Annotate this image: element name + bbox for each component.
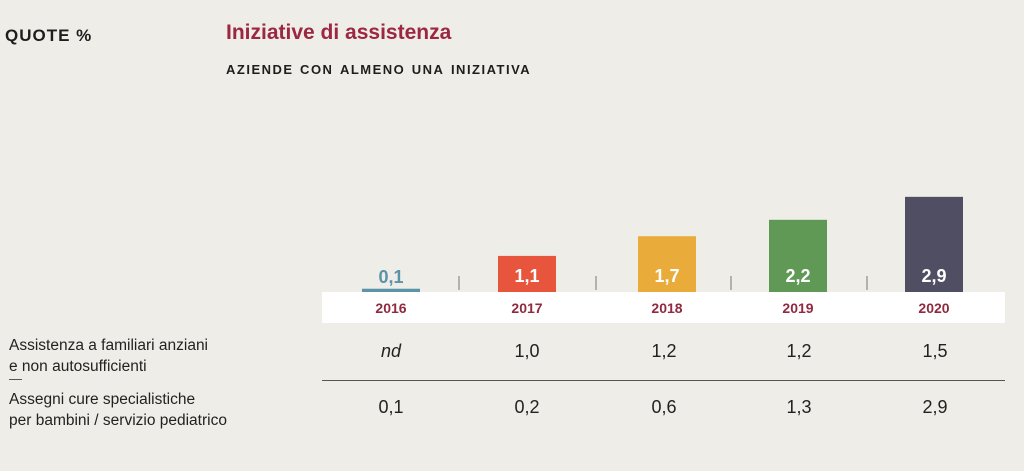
bar-value-label: 2,2	[785, 266, 810, 286]
row-label-line: e non autosufficienti	[9, 358, 147, 375]
row-label-assegni: Assegni cure specialistiche per bambini …	[9, 389, 227, 431]
row-label-line: Assistenza a familiari anziani	[9, 337, 209, 354]
table-cell: 0,6	[651, 397, 677, 417]
year-label: 2017	[511, 300, 542, 316]
year-label: 2018	[651, 300, 682, 316]
bar-2018	[638, 236, 696, 292]
bar-2017	[498, 255, 556, 292]
row-divider	[322, 380, 1005, 381]
table-cell: 0,2	[514, 397, 540, 417]
table-cell: 1,5	[922, 341, 948, 361]
year-label: 2020	[918, 300, 949, 316]
row-label-line: Assegni cure specialistiche	[9, 391, 196, 408]
bar-2019	[769, 219, 827, 292]
year-label: 2019	[782, 300, 813, 316]
bar-value-label: 1,1	[514, 266, 539, 286]
table-cell: 2,9	[922, 397, 948, 417]
row-separator-dash	[9, 379, 22, 380]
bar-2020	[905, 196, 963, 292]
bar-value-label: 1,7	[654, 266, 679, 286]
year-band	[322, 292, 1005, 323]
row-label-line: per bambini / servizio pediatrico	[9, 412, 227, 429]
table-cell: nd	[380, 341, 402, 361]
table-cell: 1,0	[514, 341, 540, 361]
table-cell: 1,3	[786, 397, 812, 417]
chart-title: Iniziative di assistenza	[226, 21, 452, 44]
row-label-assistenza: Assistenza a familiari anziani e non aut…	[9, 335, 208, 377]
table-cell: 1,2	[651, 341, 677, 361]
table-cell: 1,2	[786, 341, 812, 361]
bar-value-label: 0,1	[378, 267, 403, 287]
bar-value-label: 2,9	[921, 266, 946, 286]
table-cell: 0,1	[378, 397, 404, 417]
chart-subtitle: Aziende con almeno una iniziativa	[226, 58, 532, 78]
bar-2016	[362, 288, 420, 292]
unit-label: QUOTE %	[5, 26, 93, 45]
year-label: 2016	[375, 300, 406, 316]
